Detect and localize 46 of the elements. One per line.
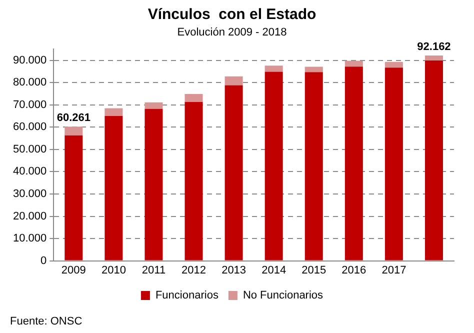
bar bbox=[184, 94, 203, 102]
chart-subtitle: Evolución 2009 - 2018 bbox=[177, 26, 287, 39]
bar bbox=[224, 76, 243, 86]
bar bbox=[424, 56, 443, 61]
bar bbox=[264, 72, 283, 260]
y-tick-label: 30.000 bbox=[12, 188, 47, 200]
bar bbox=[344, 60, 363, 67]
chart-title: Vínculos con el Estado bbox=[148, 6, 316, 24]
y-tick-label: 0 bbox=[40, 254, 47, 267]
x-tick-label: 2013 bbox=[222, 264, 246, 276]
bar bbox=[144, 108, 163, 260]
x-tick-label: 2011 bbox=[142, 264, 166, 276]
y-tick-label: 70.000 bbox=[12, 98, 47, 111]
x-tick-label: 2017 bbox=[382, 264, 406, 276]
x-tick-label: 2010 bbox=[101, 264, 126, 276]
y-tick-label: 10.000 bbox=[12, 232, 47, 245]
bar bbox=[384, 62, 403, 68]
source-note: Fuente: ONSC bbox=[10, 316, 82, 328]
y-tick-label: 80.000 bbox=[12, 76, 47, 89]
x-tick-label: 2009 bbox=[61, 264, 86, 276]
bar bbox=[104, 108, 123, 116]
bar bbox=[104, 116, 123, 260]
bar bbox=[144, 102, 163, 109]
legend-label: No Funcionarios bbox=[242, 290, 324, 302]
y-tick-label: 20.000 bbox=[12, 210, 47, 222]
total-label: 92.162 bbox=[417, 41, 451, 54]
bar bbox=[304, 72, 323, 260]
bar bbox=[64, 135, 83, 260]
bar bbox=[424, 60, 443, 260]
y-tick-label: 50.000 bbox=[12, 143, 47, 156]
bar bbox=[344, 66, 363, 260]
legend-label: Funcionarios bbox=[155, 290, 219, 302]
bar bbox=[264, 66, 283, 72]
bar bbox=[64, 126, 83, 136]
y-tick-label: 90.000 bbox=[12, 54, 47, 66]
total-label: 60.261 bbox=[56, 112, 90, 124]
bar bbox=[224, 85, 243, 260]
bar bbox=[184, 102, 203, 260]
y-tick-label: 60.000 bbox=[12, 121, 47, 134]
x-tick-label: 2012 bbox=[182, 264, 206, 276]
x-tick-label: 2015 bbox=[302, 264, 326, 276]
bar bbox=[384, 68, 403, 260]
bar bbox=[304, 66, 323, 72]
y-tick-label: 40.000 bbox=[12, 166, 47, 178]
x-tick-label: 2016 bbox=[342, 264, 366, 276]
x-tick-label: 2014 bbox=[262, 264, 286, 276]
